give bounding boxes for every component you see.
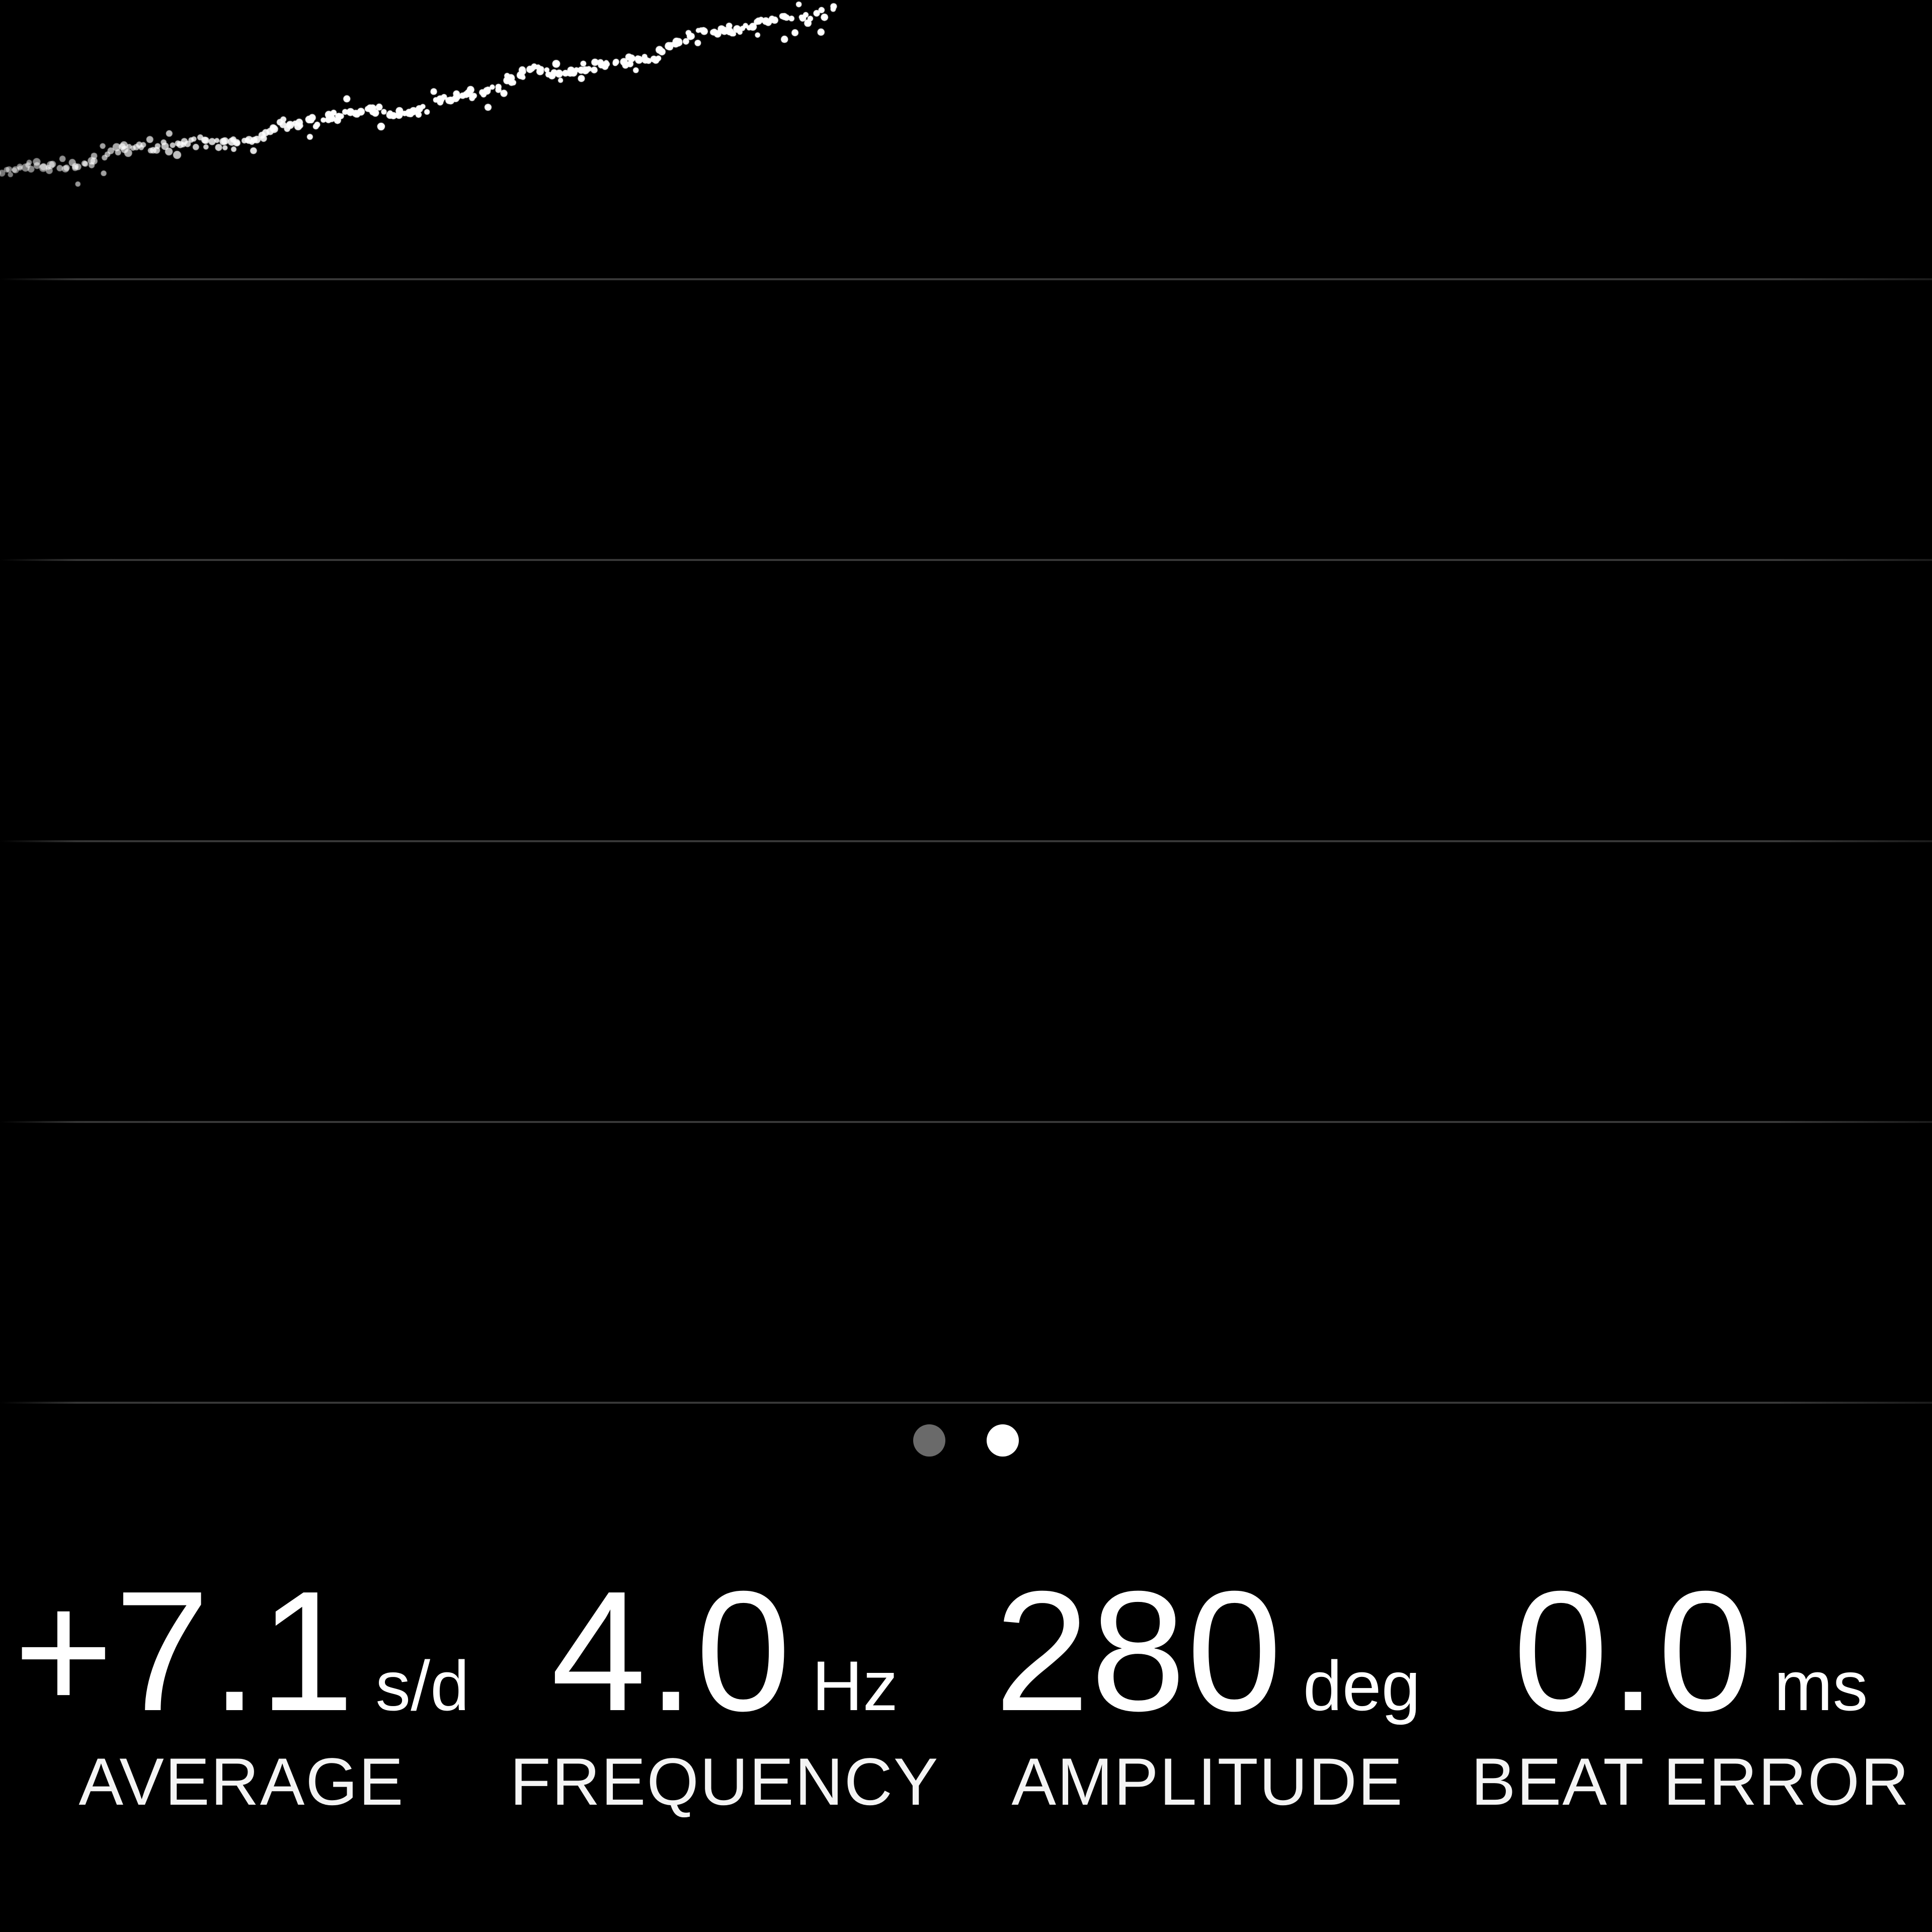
beat-error-value-row: 0.0 ms — [1513, 1566, 1868, 1737]
gridline — [0, 1402, 1932, 1404]
amplitude-label: AMPLITUDE — [1011, 1745, 1404, 1819]
frequency-value-row: 4.0 Hz — [551, 1566, 898, 1737]
metric-average: +7.1 s/d AVERAGE — [0, 1566, 483, 1820]
gridline — [0, 1121, 1932, 1123]
average-value-row: +7.1 s/d — [14, 1566, 469, 1737]
page-indicator — [893, 1424, 1039, 1457]
gridline — [0, 559, 1932, 561]
beat-error-label: BEAT ERROR — [1471, 1745, 1910, 1819]
amplitude-value: 280 — [994, 1556, 1283, 1747]
frequency-unit: Hz — [812, 1646, 898, 1725]
timegrapher-trace-plot — [0, 0, 1932, 272]
metric-frequency: 4.0 Hz FREQUENCY — [483, 1566, 966, 1820]
average-label: AVERAGE — [78, 1745, 405, 1819]
beat-error-value: 0.0 — [1513, 1556, 1754, 1747]
frequency-value: 4.0 — [551, 1556, 792, 1747]
page-dot-active[interactable] — [987, 1424, 1019, 1457]
frequency-label: FREQUENCY — [510, 1745, 939, 1819]
metric-beat-error: 0.0 ms BEAT ERROR — [1449, 1566, 1932, 1820]
amplitude-value-row: 280 deg — [995, 1566, 1421, 1737]
page-dot-inactive[interactable] — [913, 1424, 945, 1457]
gridline — [0, 278, 1932, 280]
average-value: +7.1 — [14, 1556, 356, 1747]
average-unit: s/d — [375, 1646, 469, 1725]
metric-amplitude: 280 deg AMPLITUDE — [966, 1566, 1449, 1820]
gridline — [0, 840, 1932, 842]
beat-error-unit: ms — [1774, 1646, 1868, 1725]
amplitude-unit: deg — [1303, 1646, 1421, 1725]
metrics-row: +7.1 s/d AVERAGE 4.0 Hz FREQUENCY 280 de… — [0, 1566, 1932, 1820]
